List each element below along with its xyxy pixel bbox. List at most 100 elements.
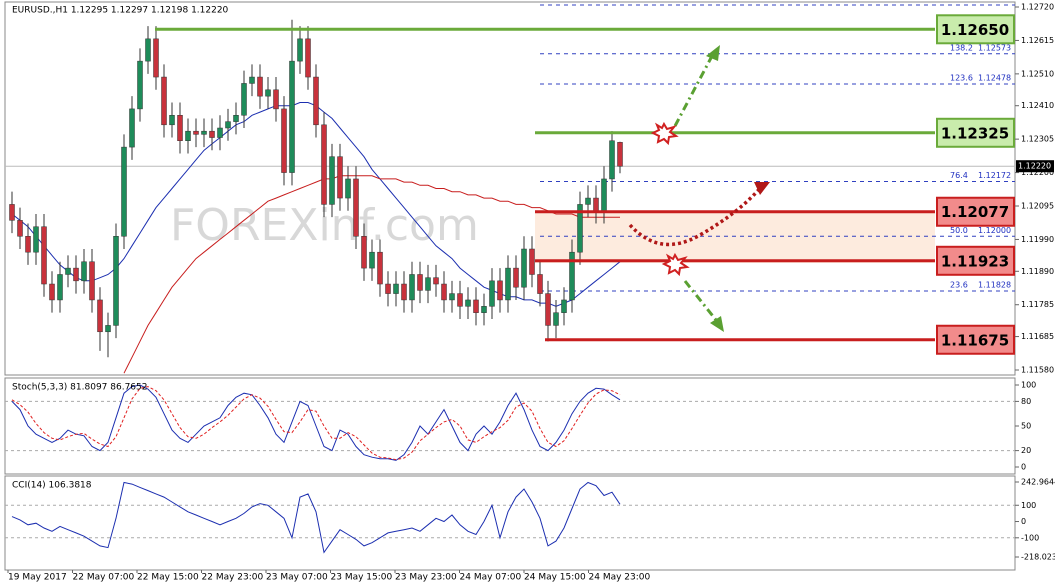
cci-panel [4, 475, 1016, 571]
candle-body [561, 299, 567, 313]
x-tick-label: 19 May 2017 [8, 573, 67, 583]
fib-level: 50.0 [950, 226, 968, 235]
level-box [936, 117, 1015, 148]
candle-body [513, 267, 519, 288]
level-box [936, 196, 1015, 227]
candle-body [329, 156, 335, 205]
candle-body [609, 140, 615, 180]
y-tick-label: 80 [1021, 397, 1031, 406]
y-tick-label: 1.12410 [1021, 101, 1054, 110]
candle-body [241, 83, 247, 116]
level-label: 1.12650 [941, 21, 1009, 39]
candle-body [233, 115, 239, 122]
candle-body [97, 299, 103, 333]
candle-body [273, 89, 279, 110]
candle-body [169, 115, 175, 126]
candle-body [65, 267, 71, 275]
candle-body [545, 293, 551, 326]
y-tick-label: 20 [1021, 446, 1031, 455]
y-tick-label: 1.11890 [1021, 267, 1054, 276]
candle-body [257, 76, 263, 97]
candle-body [417, 274, 423, 291]
x-tick-label: 23 May 07:00 [266, 573, 328, 583]
candle-body [353, 178, 359, 237]
candle-body [385, 283, 391, 294]
x-tick-label: 23 May 23:00 [395, 573, 457, 583]
candle-body [281, 108, 287, 173]
y-tick-label: 242.9644 [1021, 478, 1055, 487]
candle-body [553, 312, 559, 326]
candle-body [313, 76, 319, 126]
candle-body [449, 293, 455, 301]
candle-body [145, 38, 151, 62]
candle-body [433, 277, 439, 285]
y-tick-label: 100 [1021, 381, 1036, 390]
y-tick-label: 100 [1021, 501, 1036, 510]
candle-body [473, 299, 479, 313]
candle-body [177, 115, 183, 141]
candle-body [529, 248, 535, 275]
fib-price: 1.12000 [978, 226, 1011, 235]
candle-body [497, 280, 503, 301]
candle-body [465, 299, 471, 307]
candle-body [153, 38, 159, 78]
arrowhead [754, 182, 770, 195]
candle-body [57, 274, 63, 301]
candle-body [593, 197, 599, 212]
fib-price: 1.12478 [978, 74, 1011, 83]
annotations [628, 45, 770, 332]
y-tick-label: 1.12200 [1021, 168, 1054, 177]
candle-body [121, 146, 127, 237]
candle-body [369, 251, 375, 269]
y-tick-label: 1.12510 [1021, 69, 1054, 78]
candle-body [49, 283, 55, 301]
candle-body [345, 178, 351, 199]
y-tick-label: -218.0236 [1021, 553, 1055, 562]
arrow-curve [628, 184, 764, 247]
cci-title: CCI(14) 106.3818 [12, 481, 92, 491]
chart-title: EURUSD.,H1 1.12295 1.12297 1.12198 1.122… [12, 6, 229, 16]
main-panel [4, 1, 1016, 376]
candle-body [209, 130, 215, 138]
y-tick-label: 0 [1021, 463, 1026, 472]
fib-price: 1.12573 [978, 43, 1011, 52]
candle-body [289, 60, 295, 173]
arrowhead [710, 316, 724, 332]
y-tick-label: 1.12095 [1021, 202, 1054, 211]
candle-body [401, 283, 407, 301]
fib-level: 23.6 [950, 281, 968, 290]
y-tick-label: 1.12305 [1021, 135, 1054, 144]
candle-body [617, 142, 623, 167]
arrow-down [683, 280, 718, 321]
candle-body [193, 130, 199, 135]
candle-body [569, 251, 575, 301]
y-tick-label: 1.12720 [1021, 3, 1054, 12]
level-box [936, 324, 1015, 355]
y-tick-label: 1.11580 [1021, 366, 1054, 375]
candle-body [113, 236, 119, 326]
zone [535, 213, 935, 263]
candle-body [305, 38, 311, 78]
line [11, 386, 621, 461]
candle-body [585, 197, 591, 205]
y-tick-label: 1.11685 [1021, 332, 1054, 341]
price-box [1016, 160, 1054, 173]
x-tick-label: 24 May 07:00 [460, 573, 522, 583]
candle-body [441, 283, 447, 301]
candle-body [25, 236, 31, 253]
x-tick-label: 22 May 15:00 [137, 573, 199, 583]
y-tick-label: 50 [1021, 422, 1031, 431]
price-label: 1.12220 [1018, 162, 1051, 171]
candle-body [225, 121, 231, 129]
fib-price: 1.11828 [978, 281, 1011, 290]
candle-body [505, 267, 511, 301]
candle-body [265, 89, 271, 97]
candle-body [89, 261, 95, 301]
fib-level: 76.4 [950, 171, 968, 180]
line [11, 481, 621, 554]
star [661, 252, 690, 277]
candle-body [17, 220, 23, 237]
candle-body [73, 267, 79, 282]
level-label: 1.11675 [941, 331, 1009, 349]
candle-body [217, 127, 223, 138]
